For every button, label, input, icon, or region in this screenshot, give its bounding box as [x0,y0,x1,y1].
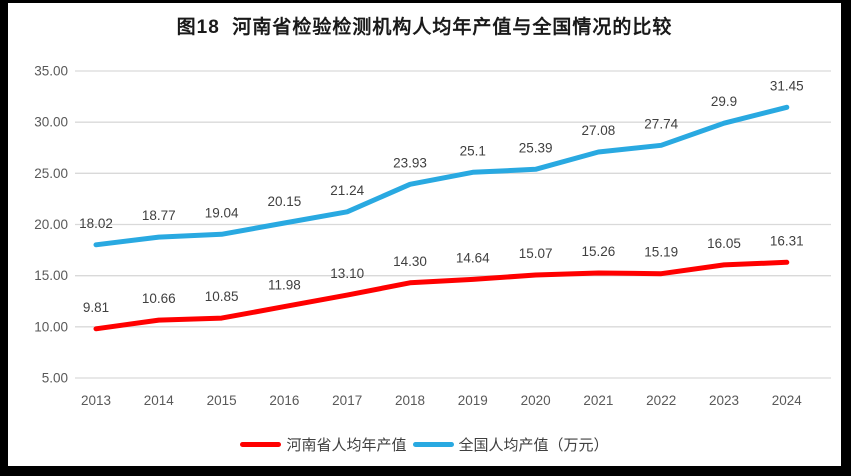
data-label-1: 25.39 [519,140,553,155]
data-label-0: 10.85 [205,289,239,304]
line-chart: 5.00 10.00 15.00 20.00 25.00 30.00 35.00 2013 20… [34,64,831,408]
data-label-0: 13.10 [330,266,364,281]
data-label-0: 11.98 [268,278,301,293]
data-label-1: 27.08 [582,123,616,138]
x-tick-label: 2014 [144,393,175,408]
y-tick-label: 25.00 [34,166,68,181]
legend-item-henan: 河南省人均年产值 [240,434,407,455]
data-label-0: 14.30 [393,254,427,269]
data-label-1: 31.45 [770,78,804,93]
data-label-1: 20.15 [268,194,302,209]
data-label-1: 29.9 [711,94,737,109]
data-label-0: 15.19 [644,245,678,260]
y-tick-label: 10.00 [34,319,68,334]
data-label-1: 18.02 [79,216,113,231]
x-tick-label: 2024 [772,393,803,408]
y-tick-label: 5.00 [42,371,68,386]
legend-item-national: 全国人均产值（万元） [412,434,609,455]
data-label-1: 27.74 [644,116,678,131]
legend-label-national: 全国人均产值（万元） [458,437,609,454]
x-tick-label: 2013 [81,393,111,408]
series-line-1 [93,104,790,248]
data-label-1: 23.93 [393,155,427,170]
chart-title: 图18 河南省检验检测机构人均年产值与全国情况的比较 [176,17,673,38]
data-label-0: 15.26 [582,244,616,259]
legend-line-swatch-national [412,442,454,447]
data-label-0: 14.64 [456,250,490,265]
data-label-0: 16.05 [707,236,741,251]
x-tick-label: 2017 [332,393,362,408]
data-label-1: 21.24 [330,183,364,198]
y-tick-label: 15.00 [34,268,68,283]
x-tick-label: 2015 [207,393,237,408]
data-label-0: 9.81 [83,300,109,315]
x-tick-label: 2019 [458,393,488,408]
data-label-1: 25.1 [460,143,486,158]
x-tick-label: 2016 [269,393,299,408]
legend-line-swatch-henan [240,442,282,447]
x-tick-label: 2020 [521,393,551,408]
data-label-0: 16.31 [770,233,804,248]
data-label-0: 15.07 [519,246,553,261]
legend-label-henan: 河南省人均年产值 [286,437,407,454]
series-line-0 [93,259,790,332]
x-tick-label: 2022 [646,393,676,408]
x-tick-label: 2021 [583,393,613,408]
x-tick-label: 2018 [395,393,425,408]
data-label-0: 10.66 [142,291,176,306]
data-label-1: 18.77 [142,208,176,223]
chart-legend: 河南省人均年产值 全国人均产值（万元） [8,434,841,455]
y-tick-label: 30.00 [34,115,68,130]
y-tick-label: 35.00 [34,64,68,79]
y-tick-label: 20.00 [34,217,68,232]
x-tick-label: 2023 [709,393,739,408]
data-label-1: 19.04 [205,205,239,220]
